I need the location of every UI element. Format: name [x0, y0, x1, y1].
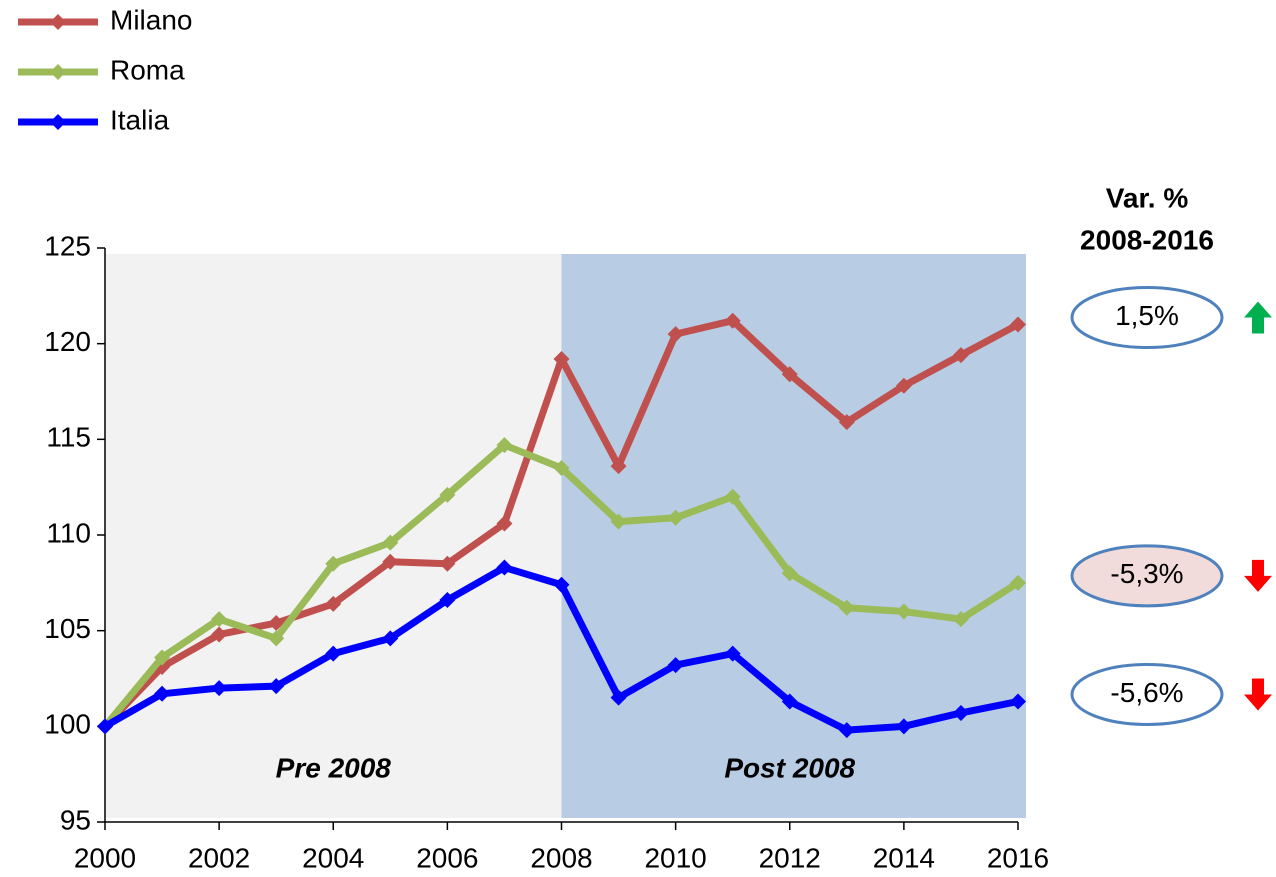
- marker: [895, 603, 912, 620]
- x-tick-label: 2008: [530, 842, 592, 873]
- marker: [154, 685, 171, 702]
- region: [561, 254, 1026, 818]
- marker: [610, 689, 627, 706]
- y-tick-label: 100: [44, 709, 91, 740]
- marker: [1010, 693, 1026, 710]
- marker: [781, 366, 798, 383]
- x-tick-label: 2002: [188, 842, 250, 873]
- variation-badge: [1070, 286, 1224, 350]
- variation-arrow: [1244, 678, 1272, 711]
- variation-badge: [1070, 662, 1224, 726]
- marker: [781, 565, 798, 582]
- y-tick-label: 115: [46, 422, 91, 453]
- variation-title: Var. %: [1106, 182, 1189, 213]
- legend-label: Roma: [110, 54, 185, 85]
- marker: [154, 649, 171, 666]
- marker: [952, 704, 969, 721]
- y-tick-label: 110: [46, 517, 91, 548]
- marker: [553, 576, 570, 593]
- marker: [382, 553, 399, 570]
- marker: [895, 377, 912, 394]
- x-tick-label: 2004: [302, 842, 364, 873]
- legend-label: Italia: [110, 104, 170, 135]
- marker: [724, 488, 741, 505]
- region-label: Pre 2008: [276, 752, 392, 783]
- marker: [724, 312, 741, 329]
- marker: [895, 718, 912, 735]
- x-tick-label: 2016: [987, 842, 1049, 873]
- marker: [382, 534, 399, 551]
- marker: [1010, 316, 1026, 333]
- marker: [553, 460, 570, 477]
- marker: [496, 559, 513, 576]
- marker: [268, 615, 285, 632]
- marker: [382, 630, 399, 647]
- marker: [325, 645, 342, 662]
- x-tick-label: 2014: [873, 842, 935, 873]
- x-tick-label: 2012: [759, 842, 821, 873]
- marker: [952, 611, 969, 628]
- marker: [610, 458, 627, 475]
- y-tick-label: 105: [44, 613, 91, 644]
- variation-label: 1,5%: [1115, 300, 1179, 331]
- marker: [667, 657, 684, 674]
- variation-label: -5,3%: [1110, 558, 1183, 589]
- marker: [439, 555, 456, 572]
- region: [105, 254, 562, 818]
- variation-label: -5,6%: [1110, 677, 1183, 708]
- marker: [439, 486, 456, 503]
- y-tick-label: 120: [44, 326, 91, 357]
- marker: [952, 347, 969, 364]
- region-label: Post 2008: [724, 752, 855, 783]
- marker: [838, 414, 855, 431]
- marker: [781, 693, 798, 710]
- variation-arrow: [1244, 301, 1272, 334]
- x-tick-label: 2006: [416, 842, 478, 873]
- marker: [211, 626, 228, 643]
- marker: [667, 509, 684, 526]
- variation-badge: [1070, 544, 1224, 608]
- y-tick-label: 95: [60, 804, 91, 835]
- marker: [667, 326, 684, 343]
- legend-marker: [50, 64, 66, 80]
- marker: [211, 680, 228, 697]
- marker: [724, 645, 741, 662]
- marker: [97, 718, 113, 735]
- x-tick-label: 2010: [644, 842, 706, 873]
- marker: [496, 437, 513, 454]
- legend-label: Milano: [110, 4, 192, 35]
- legend-marker: [50, 114, 66, 130]
- y-tick-label: 125: [44, 230, 91, 261]
- marker: [1010, 574, 1026, 591]
- variation-arrow: [1244, 559, 1272, 592]
- marker: [325, 595, 342, 612]
- marker: [553, 350, 570, 367]
- marker: [838, 722, 855, 739]
- marker: [268, 630, 285, 647]
- marker: [496, 515, 513, 532]
- variation-title: 2008-2016: [1080, 224, 1214, 255]
- marker: [325, 555, 342, 572]
- marker: [610, 513, 627, 530]
- marker: [838, 599, 855, 616]
- marker: [439, 592, 456, 609]
- x-tick-label: 2000: [74, 842, 136, 873]
- marker: [211, 611, 228, 628]
- legend-marker: [50, 14, 66, 30]
- marker: [268, 678, 285, 695]
